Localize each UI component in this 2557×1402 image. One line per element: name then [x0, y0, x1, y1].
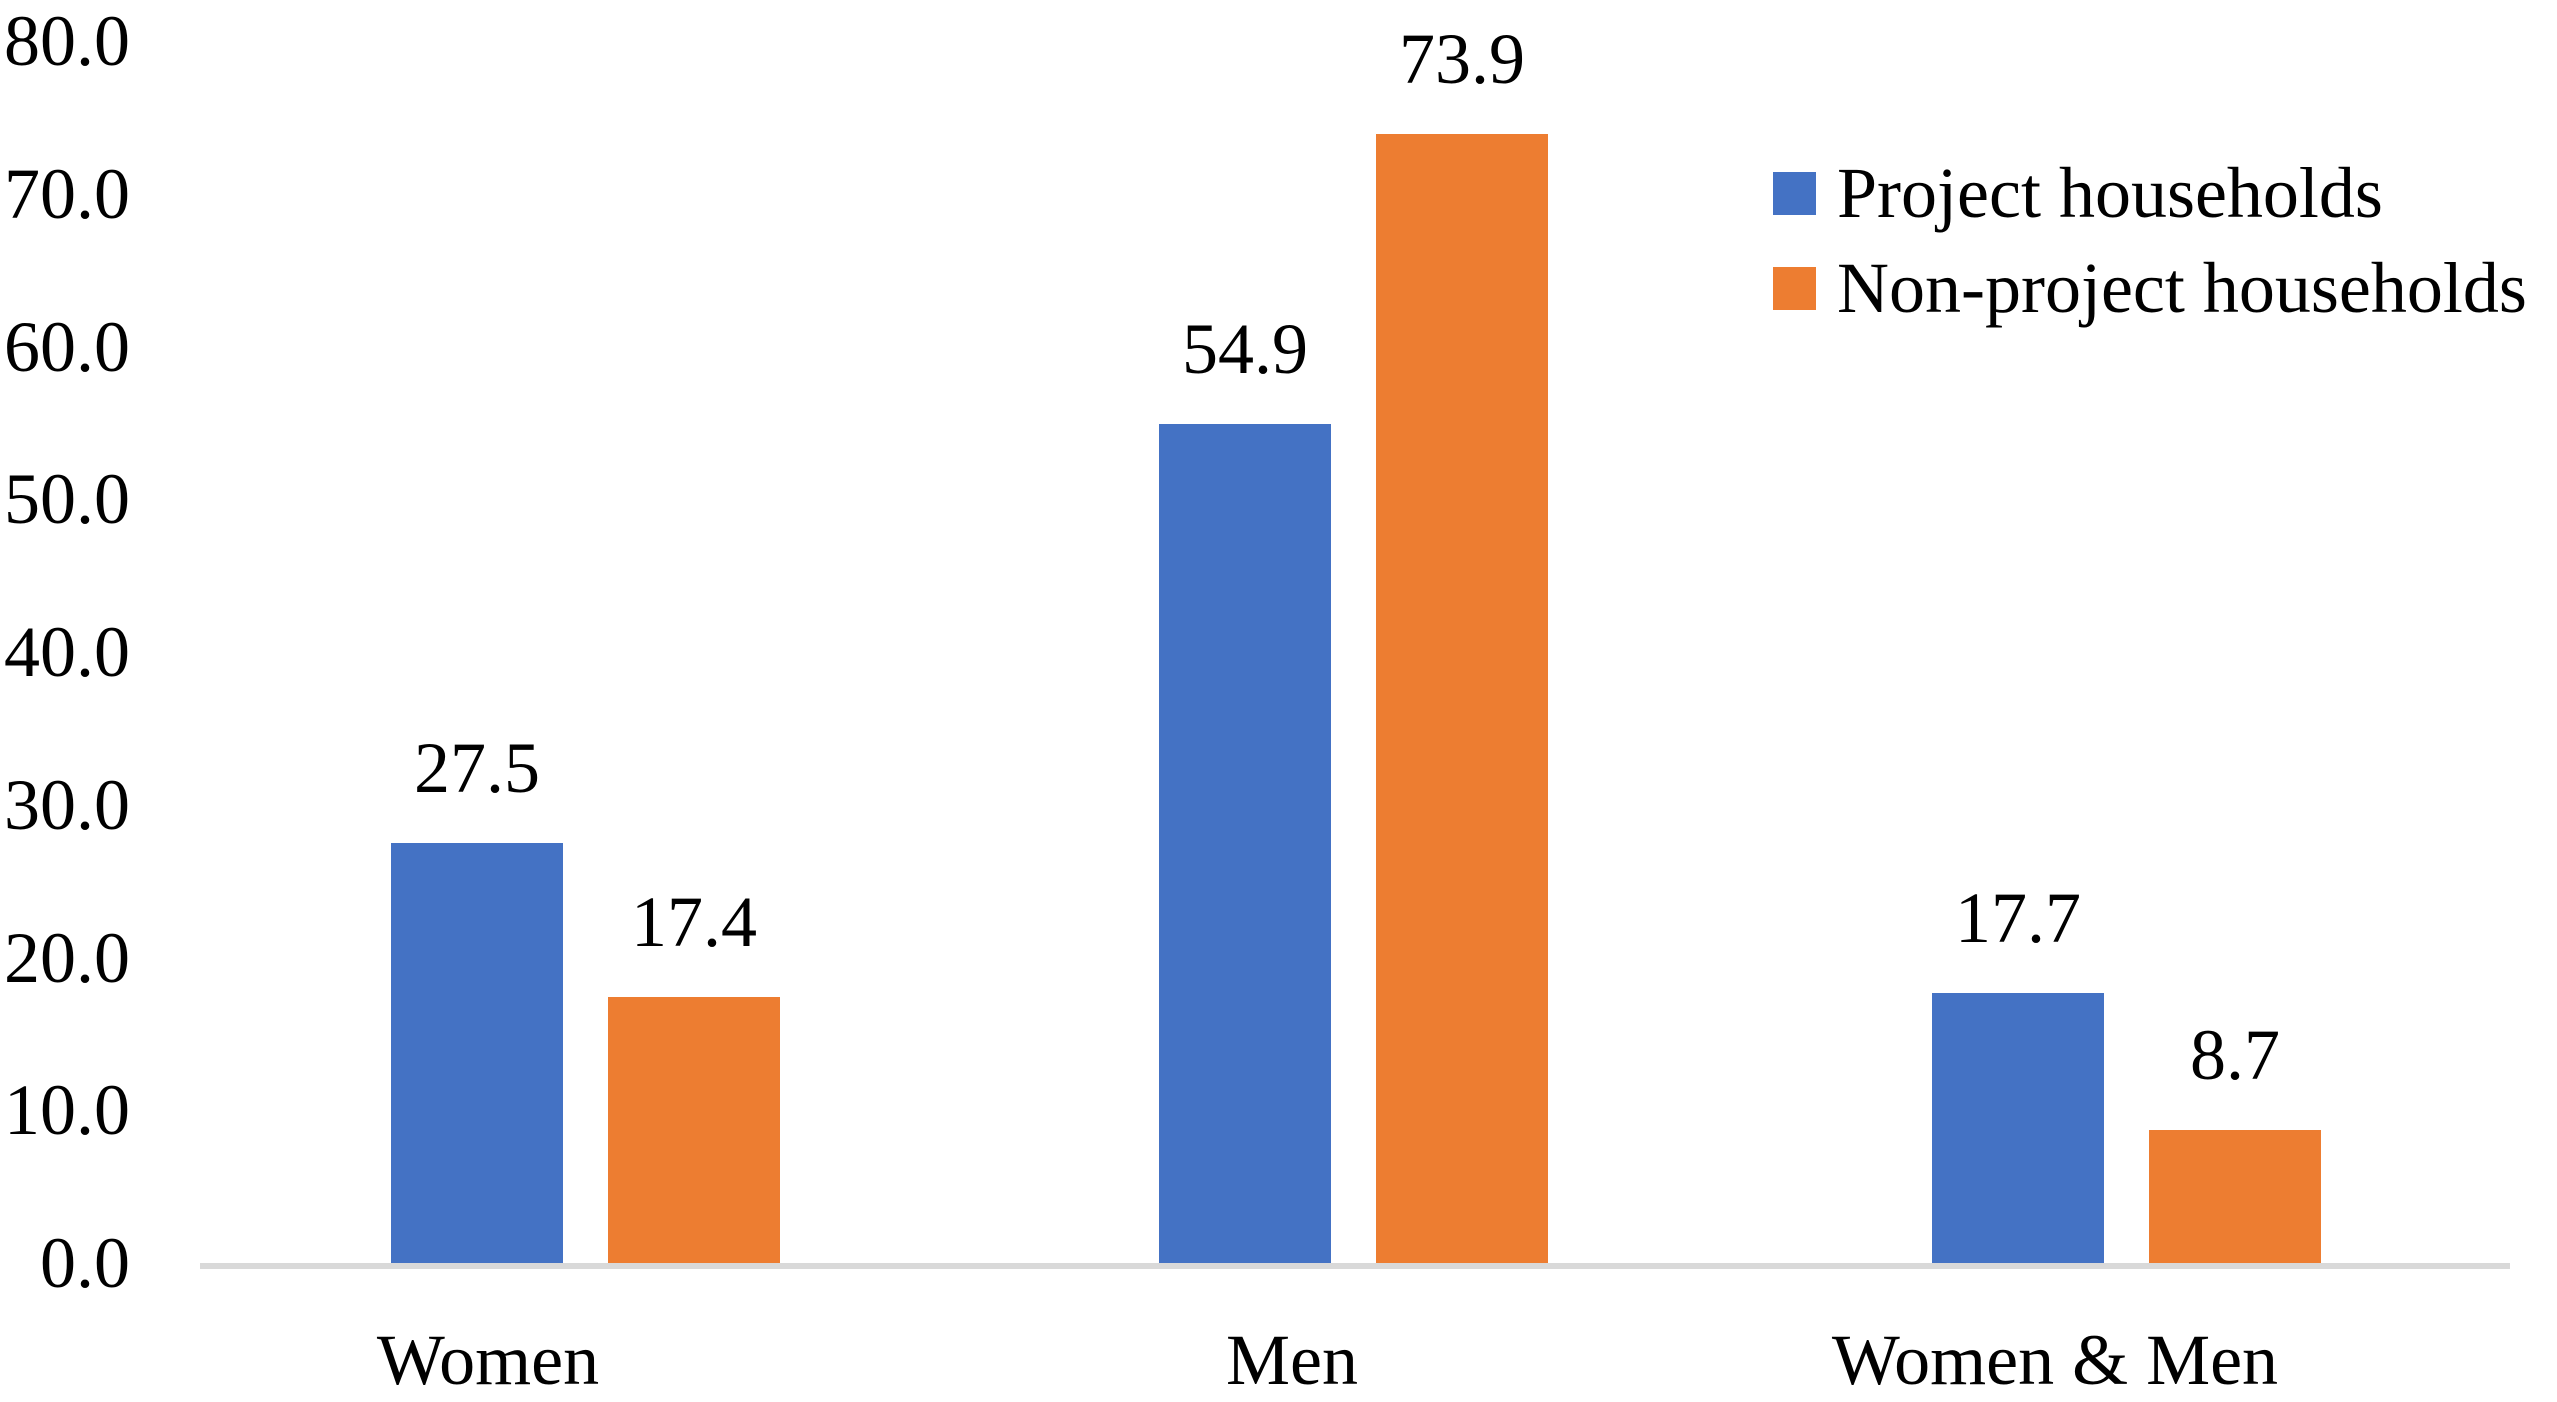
bar-non-project-households-men — [1376, 134, 1548, 1263]
bar-project-households-women-men — [1932, 993, 2104, 1263]
y-tick-label: 0.0 — [40, 1223, 130, 1303]
legend-swatch-project-households — [1773, 171, 1816, 215]
y-tick-label: 30.0 — [4, 765, 130, 845]
legend-item-non-project-households: Non-project households — [1773, 248, 2527, 328]
data-label-project-households-women: 27.5 — [414, 728, 540, 808]
data-label-non-project-households-women-men: 8.7 — [2190, 1015, 2280, 1095]
y-tick-label: 10.0 — [4, 1070, 130, 1150]
y-tick-label: 50.0 — [4, 459, 130, 539]
bar-non-project-households-women-men — [2149, 1130, 2321, 1263]
bar-non-project-households-women — [608, 997, 780, 1263]
data-label-non-project-households-men: 73.9 — [1399, 19, 1525, 99]
y-tick-label: 40.0 — [4, 612, 130, 692]
legend-swatch-non-project-households — [1773, 266, 1816, 310]
data-label-non-project-households-women: 17.4 — [631, 882, 757, 962]
x-category-label-men: Men — [1226, 1320, 1358, 1400]
y-tick-label: 80.0 — [4, 1, 130, 81]
legend-label-non-project-households: Non-project households — [1837, 248, 2527, 328]
x-axis-line — [200, 1263, 2510, 1269]
legend-label-project-households: Project households — [1837, 153, 2383, 233]
bar-project-households-men — [1159, 424, 1331, 1263]
data-label-project-households-women-men: 17.7 — [1955, 878, 2081, 958]
legend-item-project-households: Project households — [1773, 153, 2383, 233]
y-tick-label: 20.0 — [4, 918, 130, 998]
x-category-label-women: Women — [376, 1320, 600, 1400]
y-tick-label: 70.0 — [4, 154, 130, 234]
x-category-label-women-men: Women & Men — [1831, 1320, 2279, 1400]
data-label-project-households-men: 54.9 — [1182, 309, 1308, 389]
y-tick-label: 60.0 — [4, 307, 130, 387]
bar-project-households-women — [391, 843, 563, 1263]
